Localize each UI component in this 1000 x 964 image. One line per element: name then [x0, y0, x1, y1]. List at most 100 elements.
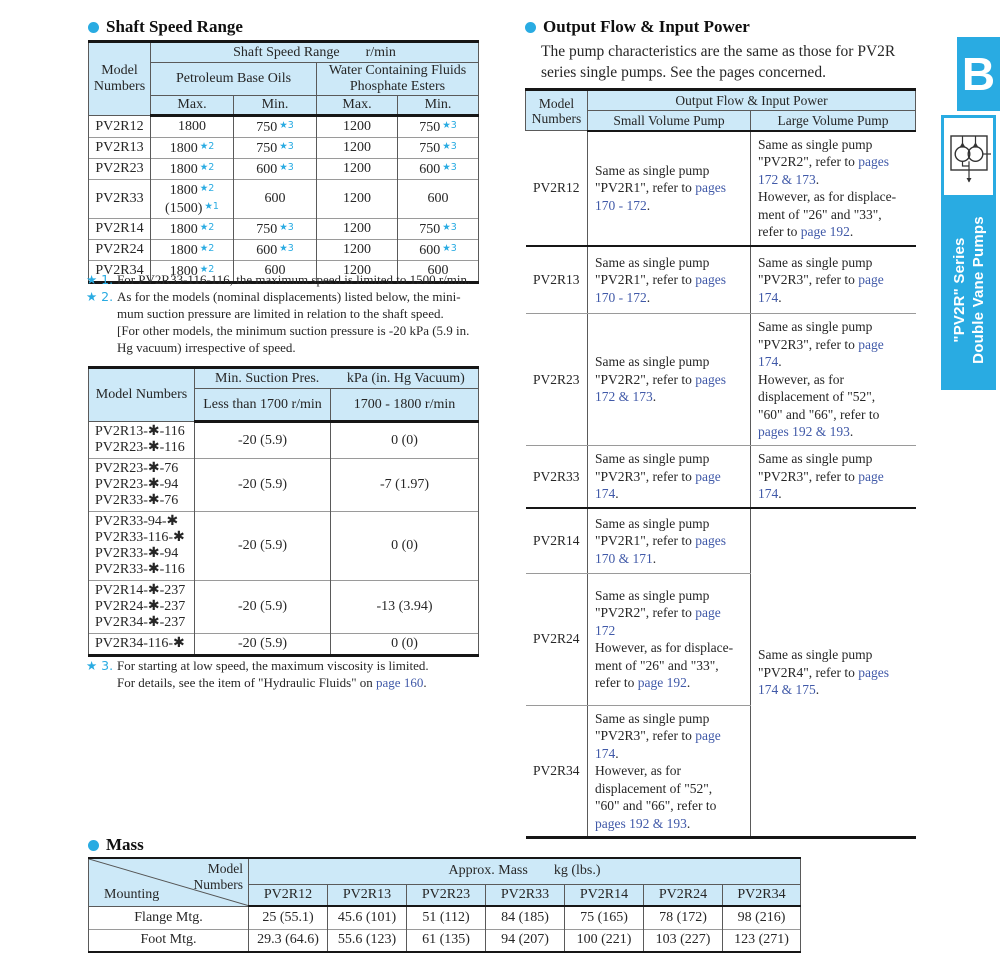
page-ref-link[interactable]: page 160: [376, 675, 424, 690]
speed-value: 750 ★3: [233, 137, 317, 159]
text-run: Same as single pump "PV2R3", refer to: [758, 451, 873, 484]
section-tab-b[interactable]: B: [957, 37, 1000, 111]
star-note-ref: ★2: [199, 183, 215, 194]
star-note-ref: ★2: [199, 243, 215, 254]
mass-value: 61 (135): [406, 928, 486, 952]
speed-value: 1800 ★2: [150, 239, 234, 261]
large-volume-cell-merged: Same as single pump "PV2R4", refer to pa…: [751, 508, 916, 838]
footnote-text: For starting at low speed, the maximum v…: [117, 657, 429, 691]
col-header-model: PV2R23: [406, 883, 486, 907]
star-note-ref: ★2: [199, 264, 215, 275]
suction-tbody: PV2R13-✱-116 PV2R23-✱-116 -20 (5.9) 0 (0) PV…: [88, 421, 479, 656]
small-volume-cell: Same as single pump "PV2R3", refer to pa…: [587, 445, 751, 509]
corner-label-model-numbers: Model Numbers: [193, 861, 244, 892]
text-run: .: [646, 289, 651, 305]
speed-value: 1800 ★2 (1500) ★1: [150, 179, 234, 219]
speed-value: 750 ★3: [233, 115, 317, 138]
pressure-value: -20 (5.9): [194, 458, 331, 512]
star-note-ref: ★3: [442, 222, 457, 233]
model-number-list: PV2R13-✱-116 PV2R23-✱-116: [88, 421, 195, 459]
model-number: PV2R23: [525, 313, 588, 446]
model-number: PV2R24: [525, 573, 588, 706]
speed-value: 750 ★3: [233, 218, 317, 240]
series-name: "PV2R" Series: [951, 237, 968, 343]
text-run: Same as single pump "PV2R4", refer to: [758, 647, 873, 680]
text-run: .: [686, 815, 691, 831]
large-volume-cell: Same as single pump "PV2R2", refer to pa…: [750, 130, 916, 247]
page-ref-link[interactable]: page 174: [595, 468, 721, 502]
page-ref-link[interactable]: pages 192 & 193: [758, 424, 850, 439]
text-run: . However, as for displacement of "52", …: [758, 354, 880, 422]
page-ref-link[interactable]: page 174: [758, 468, 884, 502]
text-run: mum suction pressure are limited in rela…: [117, 306, 444, 321]
star-note-ref: ★3: [279, 222, 294, 233]
page-ref-link[interactable]: page 192: [637, 675, 687, 690]
text-run: .: [849, 424, 854, 439]
speed-value: 1800 ★2: [150, 260, 234, 283]
col-header-petroleum: Petroleum Base Oils: [150, 62, 317, 96]
speed-value: 600: [233, 179, 317, 219]
speed-value: 1800 ★2: [150, 218, 234, 240]
series-index-tab[interactable]: "PV2R" Series Double Vane Pumps: [941, 115, 996, 390]
speed-value: 600: [397, 179, 479, 219]
header-row: Model Numbers Mounting Approx. Mass kg (l…: [88, 857, 801, 907]
text-run: Same as single pump "PV2R1", refer to: [595, 162, 710, 196]
star-note-ref: ★3: [279, 162, 294, 173]
table-row: PV2R33 1800 ★2 (1500) ★1 600 1200 600: [88, 179, 479, 219]
shaft-subheader-row: Max. Min. Max. Min.: [89, 95, 479, 117]
mass-value: 25 (55.1): [248, 906, 328, 929]
model-number: PV2R14: [88, 218, 151, 240]
pressure-value: 0 (0): [330, 511, 479, 581]
header-row: Small Volume Pump Large Volume Pump: [526, 110, 917, 132]
pressure-value: -20 (5.9): [194, 633, 331, 656]
page-ref-link[interactable]: page 172: [595, 605, 721, 638]
model-number: PV2R24: [88, 239, 151, 261]
star-note-ref: ★2: [199, 162, 215, 173]
pressure-value: -20 (5.9): [194, 511, 331, 581]
model-number-list: PV2R14-✱-237 PV2R24-✱-237 PV2R34-✱-237: [88, 580, 195, 634]
page-ref-link[interactable]: page 174: [758, 272, 884, 305]
pressure-value: 0 (0): [330, 633, 479, 656]
table-row: PV2R34 1800 ★2 600 1200 600: [88, 260, 479, 283]
footnote-text: As for the models (nominal displacements…: [117, 288, 469, 356]
table-row: PV2R12 Same as single pump "PV2R1", refer…: [525, 130, 916, 247]
speed-value: 1200: [316, 260, 398, 283]
table-row: PV2R34-116-✱ -20 (5.9) 0 (0): [88, 633, 479, 656]
page-ref-link[interactable]: pages 170 - 172: [595, 272, 727, 305]
page-ref-link[interactable]: pages 192 & 193: [595, 815, 687, 831]
section-heading-mass: Mass: [88, 835, 144, 855]
footnote: ★ 3. For starting at low speed, the maxim…: [86, 657, 429, 691]
page-ref-link[interactable]: page 192: [800, 224, 850, 239]
table-row: PV2R12 1800 750 ★3 1200 750 ★3: [88, 115, 479, 138]
page-ref-link[interactable]: pages 172 & 173: [595, 371, 727, 405]
bullet-icon: [88, 839, 99, 851]
page-ref-link[interactable]: pages 170 - 172: [595, 180, 727, 213]
intro-text: The pump characteristics are the same as…: [541, 43, 896, 81]
model-number-list: PV2R33-94-✱ PV2R33-116-✱ PV2R33-✱-94 PV2R33…: [88, 511, 195, 581]
page-ref-link[interactable]: pages 174 & 175: [758, 664, 890, 698]
tab-letter: B: [961, 48, 996, 100]
page-ref-link[interactable]: page 174: [595, 728, 721, 761]
table-row: PV2R33 Same as single pump "PV2R3", refer…: [525, 445, 916, 509]
col-header-minmax: Max.: [316, 95, 398, 117]
table-row: PV2R33-94-✱ PV2R33-116-✱ PV2R33-✱-94 PV2R33…: [88, 511, 479, 581]
table-row: PV2R24 1800 ★2 600 ★3 1200 600 ★3: [88, 239, 479, 261]
model-number-list: PV2R23-✱-76 PV2R23-✱-94 PV2R33-✱-76: [88, 458, 195, 512]
page-ref-link[interactable]: page 174: [758, 336, 884, 370]
model-number: PV2R34: [525, 705, 588, 838]
speed-value: 600 ★3: [397, 239, 479, 261]
small-volume-cell: Same as single pump "PV2R1", refer to pa…: [587, 130, 751, 247]
page-ref-link[interactable]: pages 172 & 173: [758, 154, 890, 187]
speed-value: 600 ★3: [397, 158, 479, 180]
col-header-model: PV2R24: [643, 883, 723, 907]
mass-value: 78 (172): [643, 906, 723, 929]
col-header-output-flow: Output Flow & Input Power: [586, 89, 917, 111]
mass-value: 84 (185): [485, 906, 565, 929]
text-run: Same as single pump "PV2R3", refer to: [758, 254, 873, 288]
range-unit: r/min: [365, 44, 396, 60]
col-header-minmax: Min.: [397, 95, 479, 117]
footnote-star-label: ★ 1.: [86, 272, 114, 287]
table-row: Foot Mtg. 29.3 (64.6) 55.6 (123) 61 (135) 94…: [88, 928, 801, 952]
speed-value: 600: [233, 260, 317, 283]
page-ref-link[interactable]: pages 170 & 171: [595, 533, 727, 566]
